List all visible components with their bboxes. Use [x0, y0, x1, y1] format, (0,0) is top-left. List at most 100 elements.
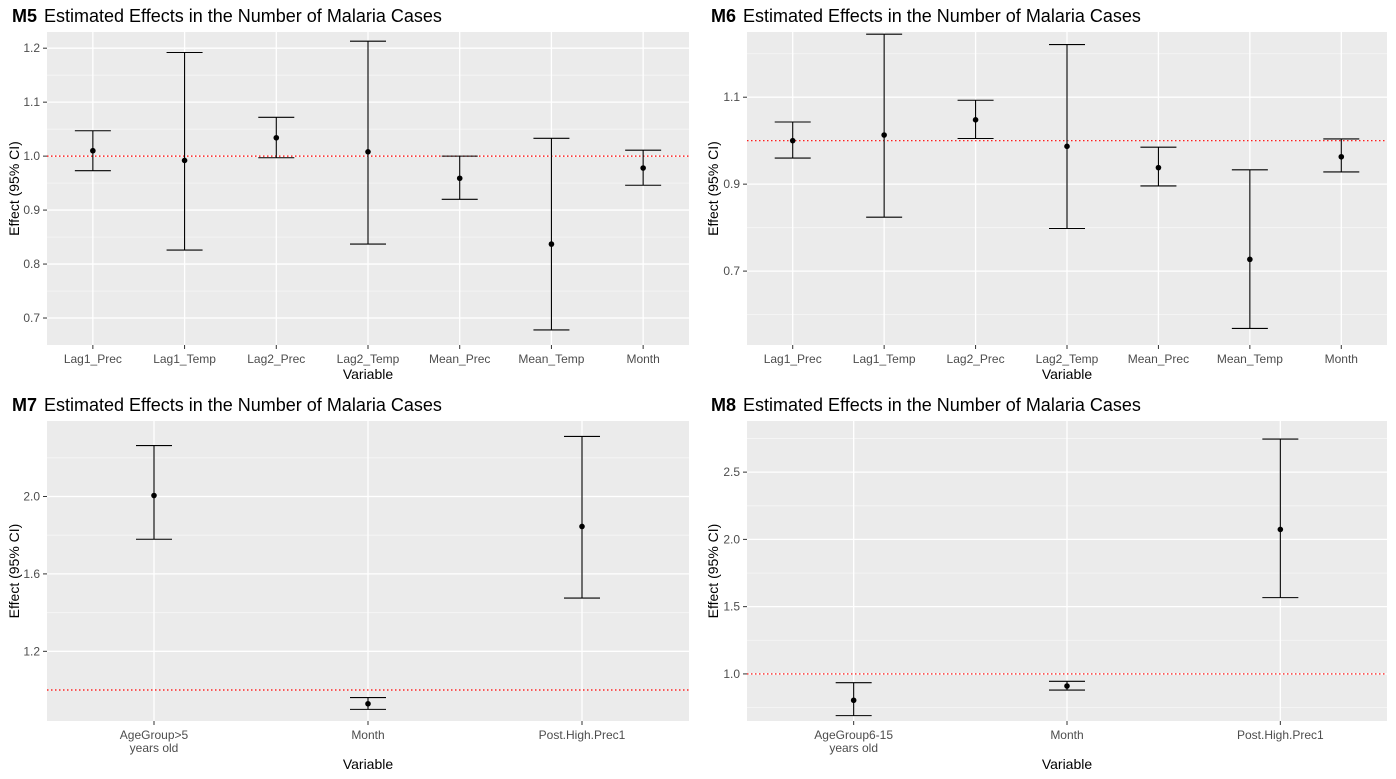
x-tick-label-line: Lag1_Temp: [853, 352, 916, 366]
x-tick-label: Lag2_Prec: [947, 352, 1005, 366]
x-tick-label-line: years old: [829, 741, 878, 755]
x-tick-label-line: Month: [1050, 728, 1083, 742]
x-tick-label: Mean_Prec: [429, 352, 490, 366]
x-tick-label: Mean_Temp: [518, 352, 584, 366]
chart-panel-m5: M5 Estimated Effects in the Number of Mal…: [6, 6, 689, 382]
x-tick-label-line: Lag2_Temp: [337, 352, 400, 366]
point-estimate: [881, 132, 887, 138]
x-axis-title: Variable: [1042, 756, 1093, 772]
x-tick-label-line: Month: [351, 728, 384, 742]
point-estimate: [1277, 526, 1284, 533]
x-tick-label: Month: [1050, 728, 1083, 742]
x-tick-label: Lag2_Temp: [1036, 352, 1099, 366]
chart-title-text: Estimated Effects in the Number of Malar…: [743, 395, 1141, 415]
chart-panel-m8: M8 Estimated Effects in the Number of Mal…: [705, 395, 1387, 772]
x-tick-label: Mean_Prec: [1128, 352, 1189, 366]
x-tick-label: Month: [1325, 352, 1358, 366]
y-tick-label: 1.2: [23, 41, 40, 55]
point-estimate: [972, 117, 979, 123]
y-tick-label: 0.9: [723, 177, 740, 191]
point-estimate: [850, 697, 857, 704]
x-tick-label: Month: [626, 352, 659, 366]
x-tick-label: AgeGroup6-15 years old: [814, 728, 893, 755]
point-estimate: [365, 700, 371, 707]
x-tick-label-line: Lag1_Prec: [64, 352, 122, 366]
y-tick-label: 2.5: [723, 465, 740, 479]
x-tick-label: Lag2_Prec: [247, 352, 305, 366]
point-estimate: [456, 175, 463, 182]
x-tick-label-line: Mean_Prec: [429, 352, 490, 366]
x-tick-label: Lag2_Temp: [337, 352, 400, 366]
point-estimate: [273, 134, 280, 141]
y-tick-label: 1.5: [723, 600, 740, 614]
point-estimate: [1338, 153, 1345, 160]
y-tick-label: 1.0: [723, 667, 740, 681]
point-estimate: [90, 147, 96, 154]
x-tick-label: Lag1_Prec: [64, 352, 122, 366]
x-tick-label: Lag1_Prec: [764, 352, 822, 366]
x-tick-label: Post.High.Prec1: [1237, 728, 1324, 742]
chart-title-text: Estimated Effects in the Number of Malar…: [44, 395, 442, 415]
point-estimate: [1064, 143, 1070, 150]
point-estimate: [789, 137, 796, 144]
point-estimate: [1155, 164, 1162, 171]
x-tick-label: Lag1_Temp: [853, 352, 916, 366]
x-tick-label-line: Lag1_Prec: [764, 352, 822, 366]
y-tick-label: 1.2: [23, 644, 40, 658]
y-tick-label: 1.1: [23, 95, 40, 109]
chart-panel-m6: M6 Estimated Effects in the Number of Mal…: [705, 6, 1387, 382]
y-tick-label: 1.1: [723, 90, 740, 104]
y-tick-label: 1.6: [23, 567, 40, 581]
y-axis-title: Effect (95% CI): [6, 524, 22, 619]
point-estimate: [1064, 683, 1070, 689]
x-tick-label-line: years old: [130, 741, 179, 755]
y-tick-label: 1.0: [23, 149, 40, 163]
x-tick-label-line: AgeGroup>5: [120, 728, 189, 742]
chart-title-text: Estimated Effects in the Number of Malar…: [743, 6, 1141, 26]
point-estimate: [365, 149, 371, 155]
point-estimate: [181, 157, 188, 164]
chart-title: M7 Estimated Effects in the Number of Mal…: [12, 395, 442, 415]
x-tick-label-line: Post.High.Prec1: [539, 728, 626, 742]
x-axis-title: Variable: [1042, 366, 1093, 382]
y-axis-title: Effect (95% CI): [705, 141, 721, 236]
x-tick-label-line: Lag2_Temp: [1036, 352, 1099, 366]
x-axis-title: Variable: [343, 366, 394, 382]
x-tick-label-line: Mean_Temp: [1217, 352, 1283, 366]
x-tick-label-line: Month: [626, 352, 659, 366]
point-estimate: [579, 523, 585, 530]
chart-tag: M7: [12, 395, 37, 415]
x-tick-label-line: Post.High.Prec1: [1237, 728, 1324, 742]
point-estimate: [1247, 256, 1253, 263]
x-tick-label-line: Lag2_Prec: [247, 352, 305, 366]
x-tick-label: Post.High.Prec1: [539, 728, 626, 742]
chart-panel-m7: M7 Estimated Effects in the Number of Mal…: [6, 395, 689, 772]
x-tick-label-line: Month: [1325, 352, 1358, 366]
x-tick-label-line: Mean_Temp: [518, 352, 584, 366]
y-axis-title: Effect (95% CI): [705, 524, 721, 619]
chart-tag: M8: [711, 395, 736, 415]
y-tick-label: 2.0: [723, 532, 740, 546]
x-tick-label-line: Lag1_Temp: [153, 352, 216, 366]
x-tick-label-line: Lag2_Prec: [947, 352, 1005, 366]
chart-tag: M5: [12, 6, 37, 26]
chart-title-text: Estimated Effects in the Number of Malar…: [44, 6, 442, 26]
chart-tag: M6: [711, 6, 736, 26]
chart-title: M5 Estimated Effects in the Number of Mal…: [12, 6, 442, 26]
y-tick-label: 0.7: [23, 311, 40, 325]
x-tick-label-line: Mean_Prec: [1128, 352, 1189, 366]
x-tick-label: AgeGroup>5 years old: [120, 728, 189, 755]
x-tick-label: Lag1_Temp: [153, 352, 216, 366]
point-estimate: [151, 492, 157, 499]
chart-title: M6 Estimated Effects in the Number of Mal…: [711, 6, 1141, 26]
x-tick-label: Mean_Temp: [1217, 352, 1283, 366]
point-estimate: [640, 165, 646, 171]
x-tick-label: Month: [351, 728, 384, 742]
y-tick-label: 2.0: [23, 489, 40, 503]
point-estimate: [548, 241, 555, 247]
chart-title: M8 Estimated Effects in the Number of Mal…: [711, 395, 1141, 415]
y-tick-label: 0.9: [23, 203, 40, 217]
x-tick-label-line: AgeGroup6-15: [814, 728, 893, 742]
x-axis-title: Variable: [343, 756, 394, 772]
